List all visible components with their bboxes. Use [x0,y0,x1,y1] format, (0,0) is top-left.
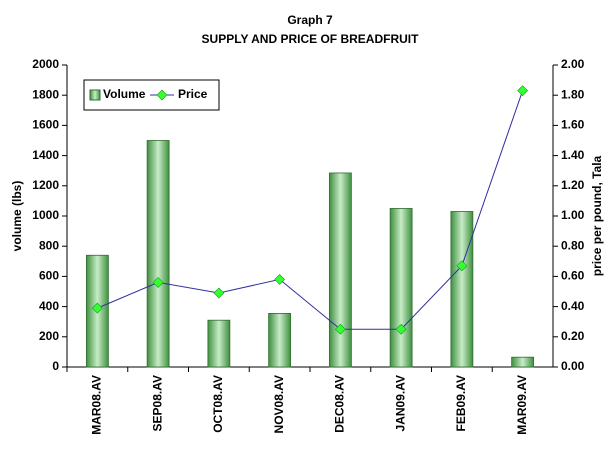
y2-tick-label: 1.60 [561,118,585,132]
y-tick-label: 2000 [32,57,59,71]
price-marker [395,323,407,335]
y-tick-label: 200 [39,329,59,343]
y2-tick-label: 0.00 [561,359,585,373]
y-tick-label: 400 [39,299,59,313]
y-axis-label: volume (lbs) [10,181,24,252]
y-tick-label: 1000 [32,208,59,222]
price-marker [274,273,286,285]
y2-tick-label: 1.80 [561,87,585,101]
y2-tick-label: 1.20 [561,178,585,192]
bar [511,356,535,368]
y2-tick-label: 0.40 [561,299,585,313]
x-tick-label: DEC08.AV [333,375,347,433]
bar [146,140,170,368]
x-tick-label: NOV08.AV [272,375,286,433]
y-tick-label: 1600 [32,118,59,132]
bar [268,312,292,368]
y2-tick-label: 1.00 [561,208,585,222]
chart-subtitle: SUPPLY AND PRICE OF BREADFRUIT [202,32,420,46]
legend-label: Price [178,87,208,101]
y-tick-label: 1400 [32,148,59,162]
y-tick-label: 1800 [32,87,59,101]
y2-tick-label: 1.40 [561,148,585,162]
y2-tick-label: 0.60 [561,269,585,283]
x-tick-label: SEP08.AV [150,375,164,431]
legend-marker [156,89,168,101]
bar [389,208,413,368]
bar [450,211,474,368]
x-tick-label: MAR08.AV [90,375,104,435]
bar [328,172,352,368]
y-tick-label: 600 [39,269,59,283]
legend-swatch [89,89,101,101]
x-tick-label: OCT08.AV [211,375,225,433]
price-marker [456,260,468,272]
legend-label: Volume [103,87,146,101]
price-marker [152,277,164,288]
price-marker [213,287,225,299]
bar [207,319,231,368]
y2-tick-label: 0.80 [561,238,585,252]
x-tick-label: FEB09.AV [454,375,468,431]
price-marker [334,323,346,335]
x-tick-label: MAR09.AV [515,375,529,435]
y-tick-label: 0 [52,359,59,373]
y2-tick-label: 0.20 [561,329,585,343]
chart-title: Graph 7 [287,13,333,27]
x-tick-label: JAN09.AV [393,375,407,431]
y2-tick-label: 2.00 [561,57,585,71]
price-marker [91,302,103,314]
y-tick-label: 800 [39,238,59,252]
y2-axis-label: price per pound, Tala [590,155,604,276]
price-line [97,90,524,330]
y-tick-label: 1200 [32,178,59,192]
price-marker [517,85,529,97]
